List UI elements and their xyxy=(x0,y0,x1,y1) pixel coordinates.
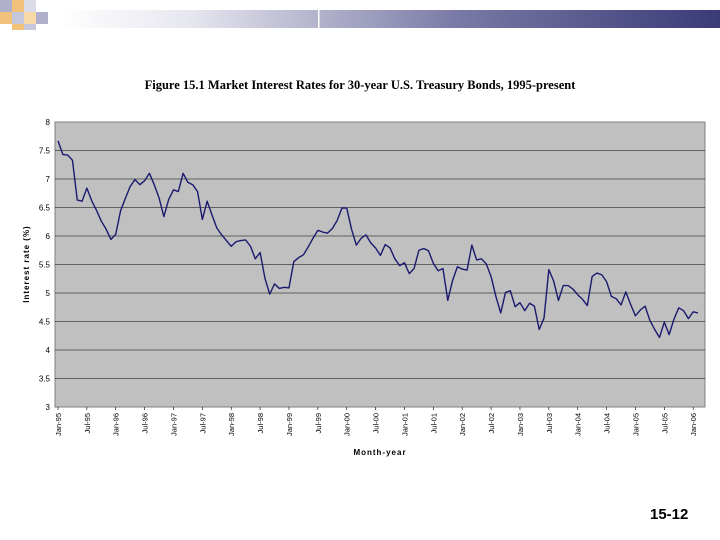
x-tick-label: Jan-98 xyxy=(227,413,236,436)
x-tick-label: Jan-95 xyxy=(54,413,63,436)
x-tick-label: Jan-97 xyxy=(169,413,178,436)
corner-squares-logo xyxy=(0,0,48,30)
y-tick-label: 8 xyxy=(46,118,51,127)
x-tick-label: Jan-03 xyxy=(516,413,525,436)
x-tick-label: Jan-99 xyxy=(285,413,294,436)
y-tick-label: 4 xyxy=(46,346,51,355)
x-tick-label: Jul-01 xyxy=(429,413,438,433)
x-tick-label: Jan-01 xyxy=(400,413,409,436)
y-tick-label: 3.5 xyxy=(39,375,51,384)
y-axis-label: Interest rate (%) xyxy=(22,225,31,302)
x-tick-label: Jan-02 xyxy=(458,413,467,436)
x-tick-label: Jul-00 xyxy=(372,413,381,433)
x-tick-label: Jul-98 xyxy=(256,413,265,433)
series-line-30-year-treasury xyxy=(57,140,699,339)
y-tick-label: 4.5 xyxy=(39,318,51,327)
slide-header-bar xyxy=(0,0,720,30)
x-tick-label: Jul-95 xyxy=(83,413,92,433)
chart-title: Figure 15.1 Market Interest Rates for 30… xyxy=(145,78,577,92)
y-tick-label: 5 xyxy=(46,289,51,298)
y-tick-label: 3 xyxy=(46,403,51,412)
x-tick-label: Jul-05 xyxy=(660,413,669,433)
x-tick-label: Jan-06 xyxy=(689,413,698,436)
x-tick-label: Jul-03 xyxy=(545,413,554,433)
x-tick-label: Jul-97 xyxy=(198,413,207,433)
x-tick-label: Jul-02 xyxy=(487,413,496,433)
y-tick-label: 7 xyxy=(46,175,51,184)
x-tick-label: Jan-96 xyxy=(112,413,121,436)
page-number: 15-12 xyxy=(650,506,689,523)
x-tick-label: Jan-00 xyxy=(343,413,352,436)
x-tick-label: Jul-96 xyxy=(141,413,150,433)
y-tick-label: 6 xyxy=(46,232,51,241)
x-tick-label: Jul-99 xyxy=(314,413,323,433)
x-tick-label: Jan-04 xyxy=(574,413,583,436)
y-tick-label: 5.5 xyxy=(39,261,51,270)
x-tick-label: Jul-04 xyxy=(603,413,612,433)
y-tick-label: 6.5 xyxy=(39,204,51,213)
y-tick-label: 7.5 xyxy=(39,147,51,156)
x-tick-label: Jan-05 xyxy=(631,413,640,436)
x-axis-label: Month-year xyxy=(353,448,406,457)
